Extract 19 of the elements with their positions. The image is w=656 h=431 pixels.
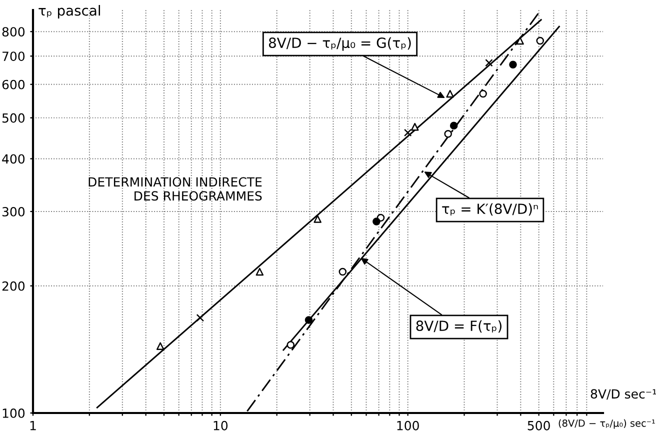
- annotation: 8V/D = F(τₚ): [416, 320, 502, 333]
- annotation: DETERMINATION INDIRECTE DES RHEOGRAMMES: [88, 177, 262, 201]
- annotation: 8V/D − τₚ/μ₀ = G(τₚ): [268, 37, 411, 51]
- x-tick-label: 100: [397, 420, 419, 430]
- y-tick-label: 100: [2, 408, 25, 418]
- y-axis-title: τₚ pascal: [38, 5, 100, 18]
- x-tick-label: 500: [528, 420, 550, 430]
- text: (8V/D − τₚ/μ₀) sec⁻¹: [558, 419, 655, 429]
- y-tick-label: 500: [2, 113, 25, 123]
- x-tick-label: 10: [214, 420, 228, 430]
- y-tick-label: 600: [2, 80, 25, 90]
- y-tick-label: 400: [2, 154, 25, 164]
- x-axis-title: 8V/D sec⁻¹: [590, 389, 656, 400]
- y-tick-label: 300: [2, 206, 25, 216]
- x-tick-label: 1: [30, 421, 36, 430]
- annotation: τₚ = K′(8V/D)ⁿ: [442, 203, 538, 216]
- y-tick-label: 800: [2, 27, 25, 37]
- y-tick-label: 200: [2, 281, 25, 291]
- y-tick-label: 700: [2, 52, 25, 62]
